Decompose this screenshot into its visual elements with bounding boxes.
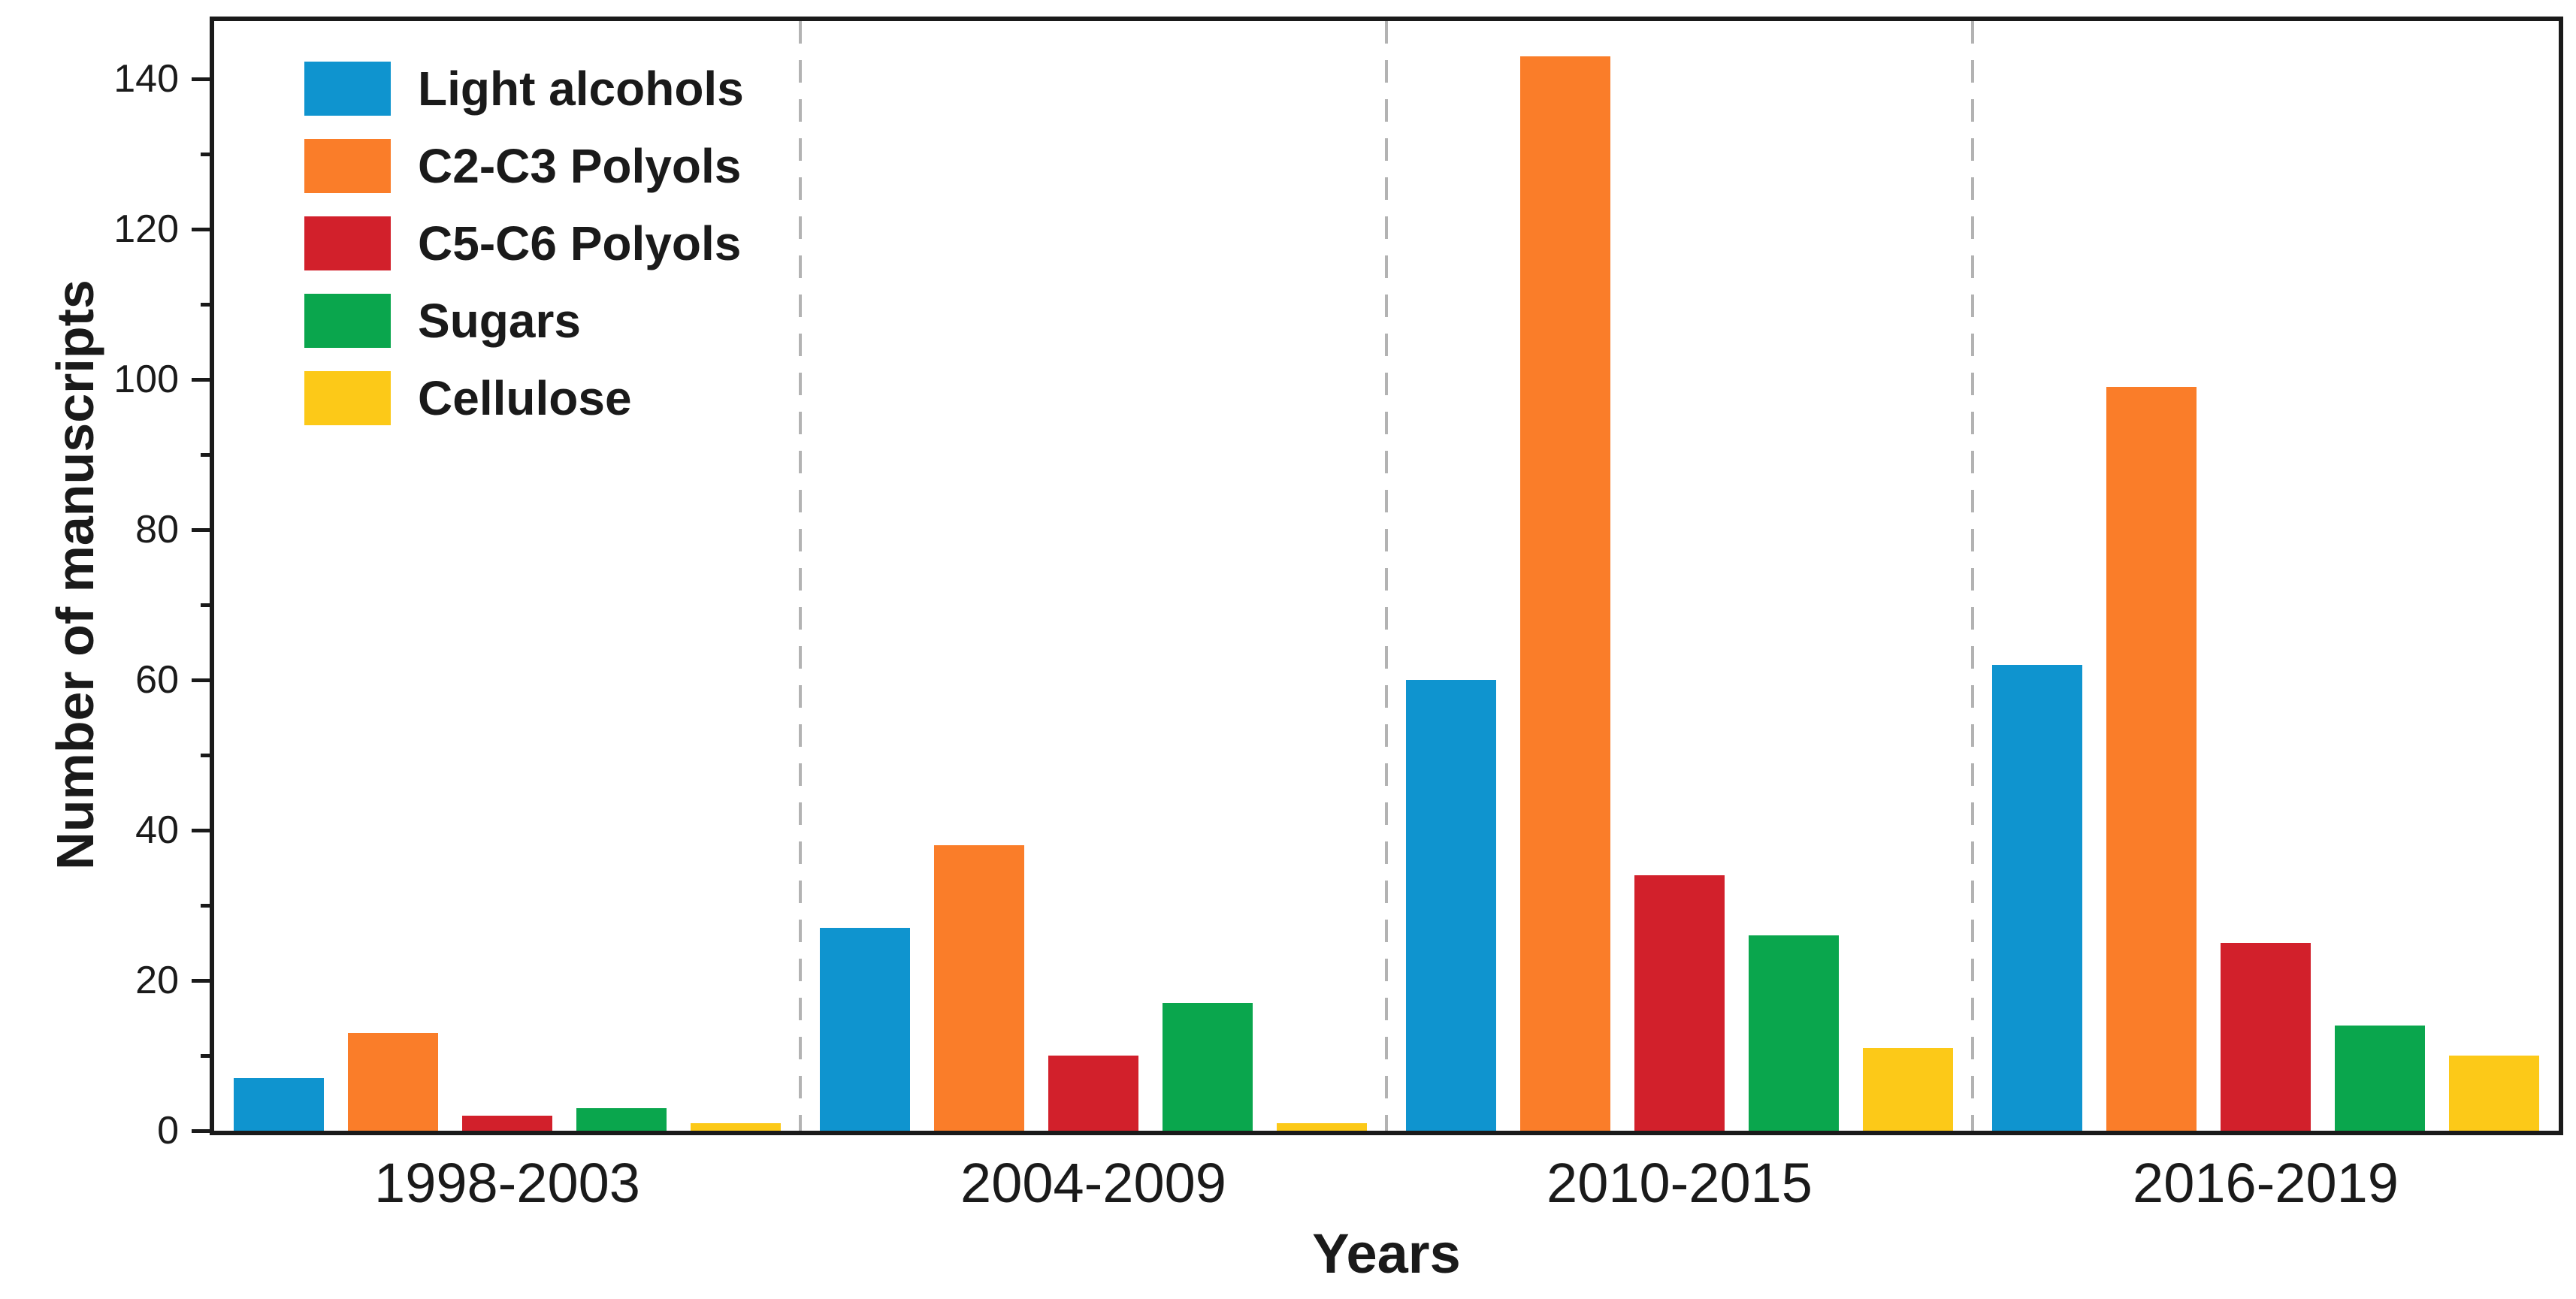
x-category-label-2004-2009: 2004-2009 bbox=[960, 1152, 1226, 1214]
y-tick-minor-110 bbox=[201, 303, 214, 307]
legend-item-sugars: Sugars bbox=[304, 294, 744, 348]
y-tick-minor-90 bbox=[201, 453, 214, 457]
legend-label-c5-c6-polyols: C5-C6 Polyols bbox=[418, 216, 742, 270]
y-tick-minor-50 bbox=[201, 754, 214, 757]
legend-swatch-sugars bbox=[304, 294, 391, 348]
bar-cellulose-2004-2009 bbox=[1277, 1123, 1367, 1131]
bar-c2-c3-polyols-2016-2019 bbox=[2106, 387, 2197, 1131]
y-tick-label-80: 80 bbox=[135, 508, 179, 551]
y-tick-major-60 bbox=[192, 678, 214, 682]
bar-cellulose-2016-2019 bbox=[2449, 1056, 2539, 1131]
x-category-label-2010-2015: 2010-2015 bbox=[1547, 1152, 1813, 1214]
bar-sugars-2016-2019 bbox=[2335, 1026, 2425, 1131]
legend: Light alcohols C2-C3 Polyols C5-C6 Polyols… bbox=[304, 62, 744, 449]
legend-item-cellulose: Cellulose bbox=[304, 371, 744, 425]
legend-swatch-cellulose bbox=[304, 371, 391, 425]
bar-c5-c6-polyols-1998-2003 bbox=[462, 1116, 552, 1131]
y-tick-major-0 bbox=[192, 1129, 214, 1133]
legend-item-c2-c3-polyols: C2-C3 Polyols bbox=[304, 139, 744, 193]
bar-light-alcohols-1998-2003 bbox=[234, 1078, 324, 1131]
y-tick-label-20: 20 bbox=[135, 959, 179, 1002]
y-tick-minor-30 bbox=[201, 904, 214, 908]
bar-c2-c3-polyols-2004-2009 bbox=[934, 845, 1024, 1131]
group-separator bbox=[1385, 21, 1388, 1131]
bar-sugars-2004-2009 bbox=[1163, 1003, 1253, 1131]
y-tick-major-40 bbox=[192, 829, 214, 832]
bar-c5-c6-polyols-2016-2019 bbox=[2221, 943, 2311, 1131]
bar-c5-c6-polyols-2004-2009 bbox=[1048, 1056, 1138, 1131]
legend-label-light-alcohols: Light alcohols bbox=[418, 62, 744, 116]
x-axis-title: Years bbox=[1312, 1222, 1461, 1285]
legend-swatch-light-alcohols bbox=[304, 62, 391, 116]
bar-light-alcohols-2004-2009 bbox=[820, 928, 910, 1131]
y-tick-label-120: 120 bbox=[113, 207, 179, 251]
group-separator bbox=[799, 21, 802, 1131]
y-tick-label-100: 100 bbox=[113, 358, 179, 401]
bar-c5-c6-polyols-2010-2015 bbox=[1634, 875, 1725, 1131]
y-tick-major-80 bbox=[192, 528, 214, 532]
plot-area bbox=[210, 17, 2563, 1135]
bar-cellulose-2010-2015 bbox=[1863, 1048, 1953, 1131]
y-tick-minor-70 bbox=[201, 603, 214, 607]
legend-item-light-alcohols: Light alcohols bbox=[304, 62, 744, 116]
bar-sugars-1998-2003 bbox=[576, 1108, 667, 1131]
legend-label-sugars: Sugars bbox=[418, 294, 581, 348]
y-tick-major-140 bbox=[192, 77, 214, 81]
legend-swatch-c2-c3-polyols bbox=[304, 139, 391, 193]
bar-sugars-2010-2015 bbox=[1749, 935, 1839, 1131]
y-tick-label-0: 0 bbox=[157, 1109, 179, 1152]
x-category-label-1998-2003: 1998-2003 bbox=[374, 1152, 640, 1214]
y-tick-major-20 bbox=[192, 979, 214, 983]
legend-item-c5-c6-polyols: C5-C6 Polyols bbox=[304, 216, 744, 270]
y-tick-label-40: 40 bbox=[135, 808, 179, 852]
y-tick-major-100 bbox=[192, 378, 214, 382]
y-tick-minor-130 bbox=[201, 153, 214, 156]
bar-light-alcohols-2010-2015 bbox=[1406, 680, 1496, 1131]
bar-light-alcohols-2016-2019 bbox=[1992, 665, 2082, 1131]
legend-swatch-c5-c6-polyols bbox=[304, 216, 391, 270]
group-separator bbox=[1971, 21, 1974, 1131]
x-category-label-2016-2019: 2016-2019 bbox=[2133, 1152, 2399, 1214]
bar-c2-c3-polyols-1998-2003 bbox=[348, 1033, 438, 1131]
y-tick-minor-10 bbox=[201, 1054, 214, 1058]
y-tick-major-120 bbox=[192, 228, 214, 231]
bar-c2-c3-polyols-2010-2015 bbox=[1520, 56, 1610, 1131]
legend-label-c2-c3-polyols: C2-C3 Polyols bbox=[418, 139, 742, 193]
y-tick-label-140: 140 bbox=[113, 57, 179, 101]
y-tick-label-60: 60 bbox=[135, 658, 179, 702]
legend-label-cellulose: Cellulose bbox=[418, 371, 632, 425]
bar-cellulose-1998-2003 bbox=[691, 1123, 781, 1131]
